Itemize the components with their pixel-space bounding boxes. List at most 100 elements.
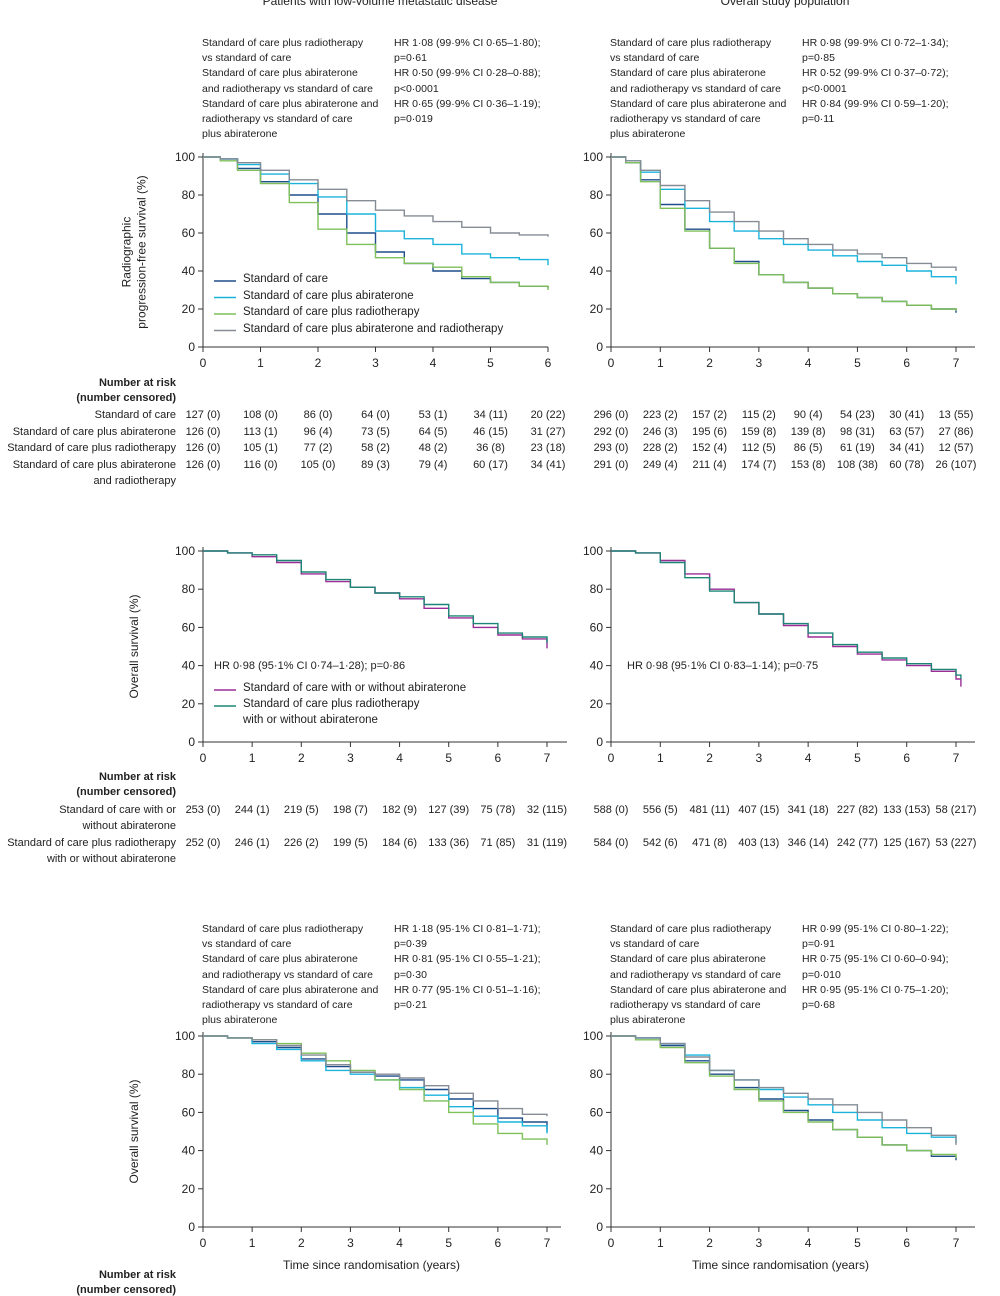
x-tick-label: 4 <box>396 1236 403 1250</box>
hr-value-line: p=0·85 <box>802 52 835 65</box>
hr-comparison-line: Standard of care plus abiraterone and <box>202 97 379 110</box>
hr-comparison-line: Standard of care plus abiraterone and <box>610 97 787 110</box>
hr-value-line: p=0·30 <box>394 968 427 981</box>
legend-label: Standard of care plus abiraterone <box>243 289 414 302</box>
risk-value: 36 (8) <box>476 442 505 454</box>
risk-value: 53 (1) <box>418 409 448 421</box>
hr-comparison-line: and radiotherapy vs standard of care <box>202 968 374 981</box>
y-axis-label: progression-free survival (%) <box>135 175 149 328</box>
y-tick-label: 20 <box>182 697 196 711</box>
legend-label: Standard of care with or without abirate… <box>243 682 467 694</box>
x-tick-label: 6 <box>545 356 552 370</box>
hr-row: Standard of care plus abiraterone and rad… <box>610 97 967 143</box>
risk-value: 127 (0) <box>185 409 221 421</box>
x-tick-label: 3 <box>756 1236 763 1250</box>
hr-value: HR 0·77 (95·1% CI 0·51–1·16); p=0·21 <box>394 983 559 1029</box>
hr-block: Standard of care plus radiotherapy vs sta… <box>610 36 967 142</box>
risk-value: 108 (38) <box>836 459 878 471</box>
risk-value: 126 (0) <box>185 459 221 471</box>
x-tick-label: 4 <box>805 751 812 765</box>
x-tick-label: 6 <box>495 1236 502 1250</box>
risk-value: 195 (6) <box>692 426 727 438</box>
y-tick-label: 60 <box>590 226 604 240</box>
hr-value-line: p=0·019 <box>394 113 433 126</box>
risk-value: 126 (0) <box>185 442 221 454</box>
risk-row-label: Standard of care plus abiraterone <box>12 426 176 438</box>
risk-value: 34 (41) <box>889 442 925 454</box>
left-column-title: Patients with low-volume metastatic dise… <box>262 0 498 8</box>
risk-value: 125 (167) <box>883 837 931 849</box>
hr-value-line: HR 0·99 (95·1% CI 0·80–1·22); <box>802 923 949 935</box>
hr-row: Standard of care plus radiotherapy vs sta… <box>202 922 559 952</box>
hr-value-line: p=0·68 <box>802 999 835 1012</box>
x-tick-label: 1 <box>657 751 664 765</box>
legend-label: with or without abiraterone <box>243 714 378 726</box>
x-tick-label: 1 <box>249 751 256 765</box>
x-tick-label: 2 <box>706 1236 713 1250</box>
legend-label: Standard of care plus radiotherapy <box>243 306 420 318</box>
hr-comparison-line: Standard of care plus abiraterone and <box>202 983 379 996</box>
x-tick-label: 0 <box>608 751 615 765</box>
x-tick-label: 2 <box>315 356 322 370</box>
y-tick-label: 20 <box>182 1182 196 1196</box>
risk-value: 182 (9) <box>382 804 417 816</box>
hr-value-line: HR 0·77 (95·1% CI 0·51–1·16); <box>394 983 541 996</box>
hr-comparison-line: vs standard of care <box>202 52 292 65</box>
risk-value: 12 (57) <box>938 442 974 454</box>
risk-value: 115 (2) <box>741 409 776 421</box>
hr-row: Standard of care plus abiraterone and rad… <box>202 983 559 1029</box>
hr-row: Standard of care plus abiraterone and rad… <box>610 952 967 982</box>
risk-value: 249 (4) <box>642 459 678 471</box>
y-tick-label: 40 <box>590 659 604 673</box>
hr-value-line: HR 0·52 (99·9% CI 0·37–0·72); <box>802 67 949 80</box>
series-line <box>611 1035 957 1145</box>
x-tick-label: 7 <box>544 1236 551 1250</box>
hr-comparison: Standard of care plus abiraterone and rad… <box>202 66 394 96</box>
risk-value: 79 (4) <box>418 459 448 471</box>
series-line <box>203 550 548 643</box>
hr-value-line: HR 0·50 (99·9% CI 0·28–0·88); <box>394 67 541 80</box>
y-tick-label: 60 <box>590 1105 604 1119</box>
risk-value: 127 (39) <box>428 804 470 816</box>
hr-comparison-line: radiotherapy vs standard of care <box>610 999 761 1012</box>
chart-panel-a: 0 20 40 60 80 100 0 1 2 3 4 5 6 Radiographic progressi… <box>120 150 552 370</box>
y-tick-label: 60 <box>182 620 196 634</box>
series-line <box>203 1035 548 1117</box>
risk-row-label: without abiraterone <box>82 820 176 832</box>
x-tick-label: 5 <box>445 751 452 765</box>
risk-value: 32 (115) <box>526 804 568 816</box>
risk-value: 73 (5) <box>361 426 390 438</box>
risk-table-header: Number at risk <box>98 771 176 783</box>
hr-value-line: HR 0·98 (99·9% CI 0·72–1·34); <box>802 37 949 49</box>
risk-value: 60 (17) <box>473 459 508 471</box>
hr-value-line: p=0·61 <box>394 52 427 65</box>
series-line <box>611 550 962 679</box>
hr-block: Standard of care plus radiotherapy vs sta… <box>202 36 559 142</box>
y-tick-label: 0 <box>188 735 195 749</box>
hr-value: HR 0·75 (95·1% CI 0·60–0·94); p=0·010 <box>802 952 967 982</box>
y-tick-label: 80 <box>182 1067 196 1081</box>
series-line <box>203 156 549 237</box>
hr-comparison-line: and radiotherapy vs standard of care <box>202 82 374 95</box>
risk-value: 58 (217) <box>935 804 977 816</box>
risk-value: 105 (0) <box>300 459 336 471</box>
hr-comparison-line: Standard of care plus abiraterone and <box>610 983 787 996</box>
risk-value: 75 (78) <box>480 804 516 816</box>
risk-value: 293 (0) <box>593 442 629 454</box>
hr-comparison: Standard of care plus radiotherapy vs sta… <box>610 36 802 66</box>
x-tick-label: 5 <box>854 1236 861 1250</box>
hr-comparison-line: plus abiraterone <box>610 1014 686 1027</box>
x-tick-label: 0 <box>200 1236 207 1250</box>
hr-row: Standard of care plus radiotherapy vs sta… <box>610 922 967 952</box>
risk-value: 34 (11) <box>473 409 508 421</box>
x-tick-label: 7 <box>953 356 960 370</box>
risk-row-label: Standard of care plus radiotherapy <box>7 837 176 849</box>
hr-row: Standard of care plus abiraterone and rad… <box>202 952 559 982</box>
risk-value: 53 (227) <box>935 837 977 849</box>
risk-value: 157 (2) <box>692 409 727 421</box>
risk-value: 48 (2) <box>418 442 448 454</box>
hr-row: Standard of care plus abiraterone and rad… <box>610 66 967 96</box>
risk-table-header: Number at risk <box>98 377 176 389</box>
risk-value: 184 (6) <box>382 837 417 849</box>
